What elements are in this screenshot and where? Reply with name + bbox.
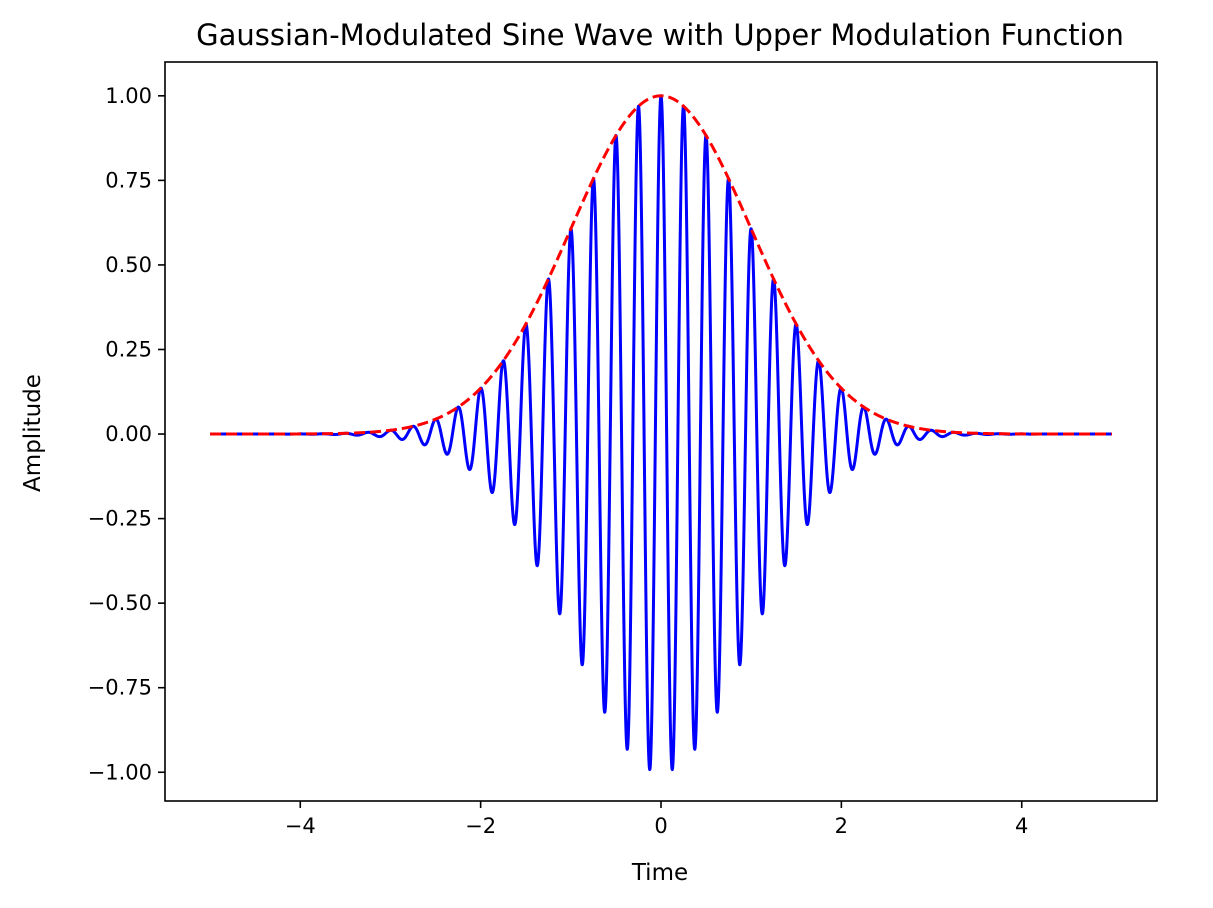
x-tick-label: −2: [465, 814, 496, 838]
x-tick-label: 0: [654, 814, 667, 838]
x-tick-label: −4: [285, 814, 316, 838]
chart-title: Gaussian-Modulated Sine Wave with Upper …: [196, 18, 1124, 52]
y-tick-label: −1.00: [88, 760, 152, 784]
y-tick-label: 0.25: [105, 337, 152, 361]
y-tick-label: −0.50: [88, 591, 152, 615]
y-axis-label: Amplitude: [20, 374, 46, 492]
x-tick-label: 2: [835, 814, 848, 838]
y-tick-label: 1.00: [105, 84, 152, 108]
x-tick-label: 4: [1015, 814, 1028, 838]
series-line-envelope: [208, 94, 1114, 436]
y-tick-label: 0.00: [105, 422, 152, 446]
y-axis: 1.00 0.75 0.50 0.25 0.00 −0.25 −0.50 −0.75 −1.00: [88, 84, 165, 784]
y-tick-label: −0.75: [88, 676, 152, 700]
y-tick-label: −0.25: [88, 507, 152, 531]
x-axis-label: Time: [631, 860, 688, 886]
x-axis: −4 −2 0 2 4: [285, 801, 1028, 838]
y-tick-label: 0.75: [105, 168, 152, 192]
y-tick-label: 0.50: [105, 253, 152, 277]
